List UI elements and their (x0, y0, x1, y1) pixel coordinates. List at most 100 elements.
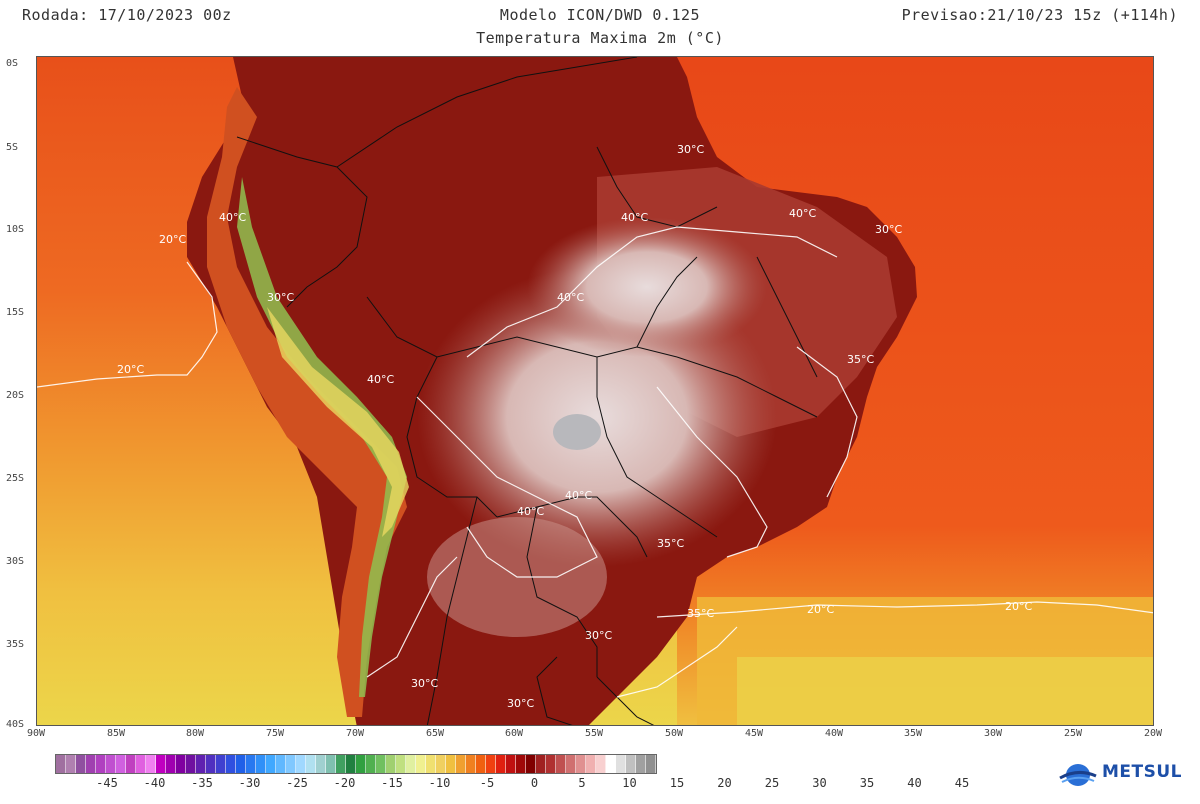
run-date: Rodada: 17/10/2023 00z (22, 6, 232, 24)
temperature-map[interactable]: 20°C 20°C 20°C 20°C 30°C 30°C 30°C 30°C … (36, 56, 1154, 726)
colorbar-label: 30 (812, 776, 827, 790)
colorbar-label: 25 (764, 776, 780, 790)
colorbar-swatch (596, 755, 606, 773)
colorbar-swatch (426, 755, 436, 773)
lon-label: 35W (903, 728, 923, 739)
colorbar-swatch (606, 755, 616, 773)
lon-label: 50W (664, 728, 684, 739)
colorbar-swatch (156, 755, 166, 773)
lat-label: 10S (6, 224, 25, 235)
colorbar-swatch (466, 755, 476, 773)
colorbar-swatch (396, 755, 406, 773)
ocean-far-southeast (737, 657, 1153, 725)
contour-label: 40°C (517, 505, 544, 518)
hot-core-north (527, 217, 767, 357)
colorbar-swatch (476, 755, 486, 773)
contour-label: 40°C (621, 211, 648, 224)
lat-label: 5S (6, 142, 19, 153)
colorbar-swatch (176, 755, 186, 773)
colorbar-swatch (406, 755, 416, 773)
colorbar-swatch (276, 755, 286, 773)
colorbar-swatch (136, 755, 146, 773)
colorbar-swatch (646, 755, 656, 773)
contour-label: 30°C (411, 677, 438, 690)
colorbar-swatch (286, 755, 296, 773)
map-canvas: 20°C 20°C 20°C 20°C 30°C 30°C 30°C 30°C … (37, 57, 1153, 725)
lon-label: 70W (345, 728, 365, 739)
colorbar-swatch (386, 755, 396, 773)
lat-label: 25S (6, 473, 25, 484)
lon-label: 30W (983, 728, 1003, 739)
contour-label: 20°C (159, 233, 186, 246)
lon-label: 60W (504, 728, 524, 739)
lat-label: 30S (6, 556, 25, 567)
colorbar-label: 40 (907, 776, 922, 790)
colorbar-swatch (526, 755, 536, 773)
colorbar-swatch (246, 755, 256, 773)
andes-range (207, 87, 407, 717)
colorbar-swatch (316, 755, 326, 773)
colorbar-swatch (216, 755, 226, 773)
colorbar-label: 45 (954, 776, 970, 790)
contour-label: 30°C (677, 143, 704, 156)
colorbar-swatch (96, 755, 106, 773)
colorbar-swatch (206, 755, 216, 773)
colorbar-swatch (586, 755, 596, 773)
lon-label: 65W (425, 728, 445, 739)
contour-label: 40°C (219, 211, 246, 224)
andes-yellow-band (267, 307, 409, 537)
contour-label: 30°C (507, 697, 534, 710)
colorbar-swatch (576, 755, 586, 773)
colorbar-swatch (446, 755, 456, 773)
contour-label: 35°C (687, 607, 714, 620)
colorbar-swatch (116, 755, 126, 773)
colorbar-swatch (546, 755, 556, 773)
colorbar-swatch (76, 755, 86, 773)
colorbar-swatch (566, 755, 576, 773)
lat-label: 35S (6, 639, 25, 650)
colorbar-label: 15 (669, 776, 685, 790)
country-borders (236, 57, 818, 725)
lat-label: 15S (6, 307, 25, 318)
colorbar-swatch (326, 755, 336, 773)
colorbar-swatch (456, 755, 466, 773)
colorbar-label: 0 (530, 776, 539, 790)
logo-text: METSUL (1102, 762, 1183, 782)
lat-label: 40S (6, 719, 25, 730)
contour-labels: 20°C 20°C 20°C 20°C 30°C 30°C 30°C 30°C … (117, 143, 1032, 710)
lon-label: 25W (1063, 728, 1083, 739)
colorbar-swatch (356, 755, 366, 773)
colorbar-swatch (106, 755, 116, 773)
colorbar-swatch (536, 755, 546, 773)
colorbar-swatch (86, 755, 96, 773)
colorbar-label: -25 (286, 776, 308, 790)
colorbar-label: -35 (191, 776, 213, 790)
colorbar-swatch (166, 755, 176, 773)
colorbar-swatch (306, 755, 316, 773)
colorbar-swatch (376, 755, 386, 773)
lon-label: 45W (744, 728, 764, 739)
contour-label: 40°C (367, 373, 394, 386)
lon-label: 75W (265, 728, 285, 739)
colorbar-swatch (236, 755, 246, 773)
colorbar-swatch (186, 755, 196, 773)
colorbar-swatch (346, 755, 356, 773)
lat-label: 20S (6, 390, 25, 401)
contour-label: 30°C (585, 629, 612, 642)
valid-time: Previsao:21/10/23 15z (+114h) (901, 6, 1178, 24)
lon-label: 85W (106, 728, 126, 739)
colorbar-swatch (616, 755, 626, 773)
isotherm-lines (37, 226, 1153, 698)
colorbar-swatch (146, 755, 156, 773)
colorbar-swatch (496, 755, 506, 773)
lon-label: 80W (185, 728, 205, 739)
lon-label: 20W (1143, 728, 1163, 739)
colorbar-label: -45 (96, 776, 118, 790)
lon-label: 90W (26, 728, 46, 739)
colorbar-swatch (486, 755, 496, 773)
colorbar-label: -40 (143, 776, 166, 790)
colorbar-swatch (226, 755, 236, 773)
contour-label: 20°C (117, 363, 144, 376)
colorbar-label: -10 (428, 776, 451, 790)
colorbar-swatch (516, 755, 526, 773)
